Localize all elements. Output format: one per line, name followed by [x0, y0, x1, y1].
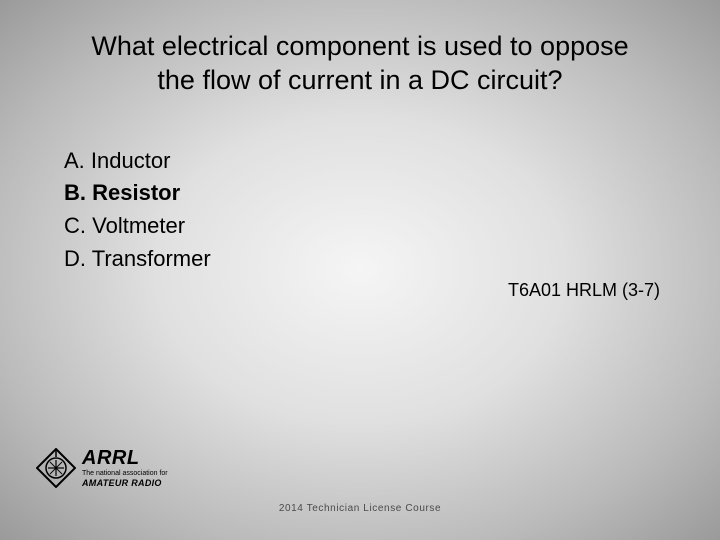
- option-d: D. Transformer: [64, 244, 660, 275]
- option-a-letter: A.: [64, 148, 85, 173]
- arrl-logo-text: ARRL The national association for AMATEU…: [82, 448, 168, 488]
- arrl-logo-tagline: The national association for: [82, 470, 168, 478]
- option-b-text: Resistor: [92, 180, 180, 205]
- options-list: A. Inductor B. Resistor C. Voltmeter D. …: [60, 146, 660, 275]
- option-a: A. Inductor: [64, 146, 660, 177]
- arrl-logo-subtitle: AMATEUR RADIO: [82, 478, 168, 488]
- option-d-text: Transformer: [92, 246, 211, 271]
- arrl-logo: ARRL The national association for AMATEU…: [36, 448, 168, 488]
- reference-code: T6A01 HRLM (3-7): [508, 280, 660, 301]
- option-b-letter: B.: [64, 180, 86, 205]
- option-a-text: Inductor: [91, 148, 171, 173]
- arrl-logo-name: ARRL: [82, 448, 168, 468]
- option-c: C. Voltmeter: [64, 211, 660, 242]
- option-d-letter: D.: [64, 246, 86, 271]
- arrl-diamond-icon: [36, 448, 76, 488]
- footer-course-text: 2014 Technician License Course: [0, 503, 720, 514]
- option-c-text: Voltmeter: [92, 213, 185, 238]
- option-b: B. Resistor: [64, 178, 660, 209]
- slide: What electrical component is used to opp…: [0, 0, 720, 540]
- question-text: What electrical component is used to opp…: [60, 30, 660, 98]
- option-c-letter: C.: [64, 213, 86, 238]
